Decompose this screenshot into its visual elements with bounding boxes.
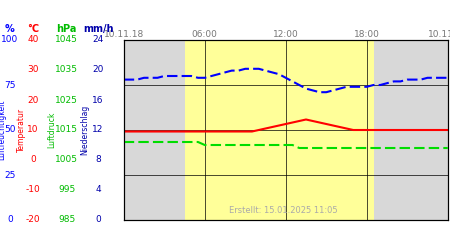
Text: Niederschlag: Niederschlag: [80, 105, 89, 155]
Text: 25: 25: [4, 170, 16, 179]
Text: 30: 30: [27, 66, 39, 74]
Text: 8: 8: [95, 156, 101, 164]
Text: Erstellt: 15.01.2025 11:05: Erstellt: 15.01.2025 11:05: [229, 206, 338, 215]
Text: 12: 12: [92, 126, 104, 134]
Text: 20: 20: [92, 66, 104, 74]
Text: Temperatur: Temperatur: [17, 108, 26, 152]
Text: 0: 0: [30, 156, 36, 164]
Text: 4: 4: [95, 186, 101, 194]
Text: 1045: 1045: [55, 36, 78, 44]
Text: °C: °C: [27, 24, 39, 34]
Text: 995: 995: [58, 186, 75, 194]
Text: 40: 40: [27, 36, 39, 44]
Text: 1025: 1025: [55, 96, 78, 104]
Text: 10: 10: [27, 126, 39, 134]
Text: 16: 16: [92, 96, 104, 104]
Text: 75: 75: [4, 80, 16, 90]
Text: 1035: 1035: [55, 66, 78, 74]
Text: mm/h: mm/h: [83, 24, 113, 34]
Text: hPa: hPa: [56, 24, 77, 34]
Text: -10: -10: [26, 186, 40, 194]
Text: 20: 20: [27, 96, 39, 104]
Text: 24: 24: [93, 36, 104, 44]
Text: -20: -20: [26, 216, 40, 224]
Text: Luftfeuchtigkeit: Luftfeuchtigkeit: [0, 100, 6, 160]
Text: 50: 50: [4, 126, 16, 134]
Text: 0: 0: [7, 216, 13, 224]
Text: %: %: [5, 24, 15, 34]
Text: 1005: 1005: [55, 156, 78, 164]
Text: 1015: 1015: [55, 126, 78, 134]
Bar: [184, 40, 374, 220]
Text: 0: 0: [95, 216, 101, 224]
Text: 100: 100: [1, 36, 18, 44]
Text: 985: 985: [58, 216, 75, 224]
Text: Luftdruck: Luftdruck: [47, 112, 56, 148]
